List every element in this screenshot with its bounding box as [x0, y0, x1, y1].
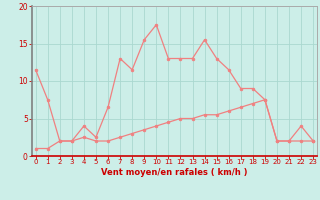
X-axis label: Vent moyen/en rafales ( km/h ): Vent moyen/en rafales ( km/h ) [101, 168, 248, 177]
